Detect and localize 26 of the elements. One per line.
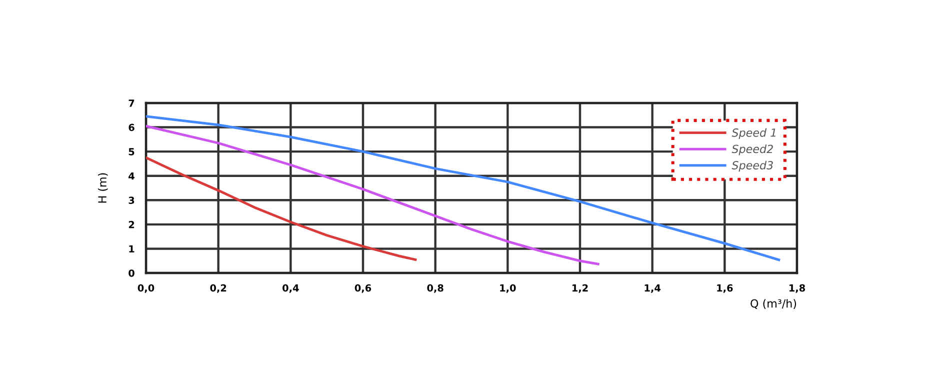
x-tick-label: 0,8 xyxy=(427,284,444,293)
y-tick-label: 1 xyxy=(129,245,134,252)
x-tick-label: 0,6 xyxy=(354,284,372,293)
legend-label: Speed 1 xyxy=(732,128,776,139)
x-tick-label: 0,0 xyxy=(138,284,154,293)
y-tick-label: 0 xyxy=(128,269,134,277)
x-tick-label: 1,6 xyxy=(717,284,733,293)
y-tick-label: 7 xyxy=(128,100,134,107)
y-tick-label: 6 xyxy=(128,124,134,132)
x-tick-label: 0,4 xyxy=(282,284,299,293)
y-axis-title: H (m) xyxy=(98,173,108,203)
line-series xyxy=(146,115,780,262)
y-tick-label: 2 xyxy=(128,220,134,228)
x-tick-label: 1,8 xyxy=(789,284,806,293)
y-tick-label: 5 xyxy=(128,148,134,156)
x-axis-title: Q (m³/h) xyxy=(750,299,796,309)
x-tick-label: 1,0 xyxy=(500,284,516,293)
legend-label: Speed3 xyxy=(732,160,773,172)
y-tick-label: 3 xyxy=(128,196,134,204)
line-series xyxy=(146,124,600,266)
x-tick-label: 1,2 xyxy=(572,284,588,293)
x-tick-label: 1,4 xyxy=(644,284,660,293)
line-series xyxy=(146,156,417,261)
y-tick-label: 4 xyxy=(128,172,134,180)
x-tick-label: 0,2 xyxy=(210,284,226,293)
legend-label: Speed2 xyxy=(732,144,773,156)
